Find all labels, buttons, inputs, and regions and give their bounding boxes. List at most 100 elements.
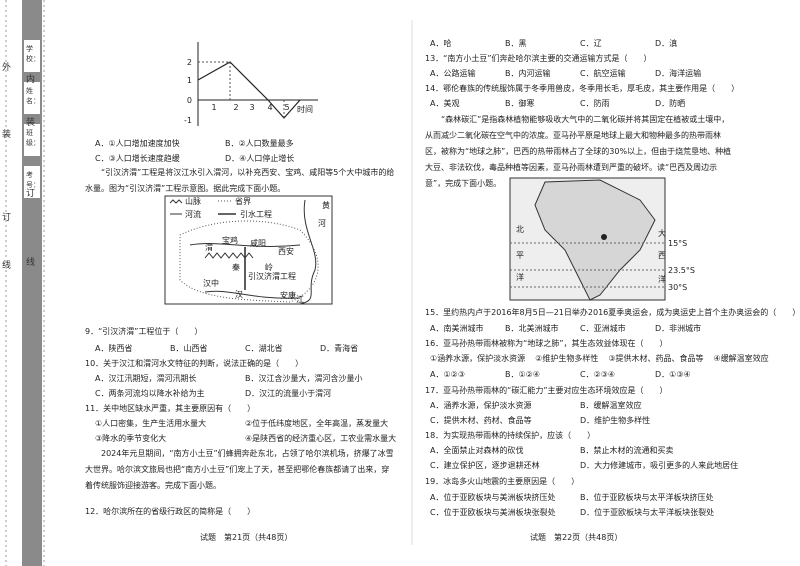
option: C．航空运输: [580, 69, 626, 78]
question: 19．冰岛多火山地震的主要原因是（ ）: [425, 477, 580, 486]
option: B．②人口数量最多: [225, 139, 294, 148]
question: 10．关于汉江和渭河水文特征的判断，说法正确的是（ ）: [85, 359, 304, 368]
option: A．全面禁止对森林的砍伐: [430, 446, 524, 455]
option: D．汉江的流量小于渭河: [245, 389, 332, 398]
binding-mark: 内: [26, 75, 36, 85]
option: D．位于亚欧板块与太平洋板块张裂处: [580, 508, 715, 517]
option: C．位于亚欧板块与美洲板块张裂处: [430, 508, 556, 517]
river: [299, 199, 317, 305]
map-label: 大: [658, 228, 666, 238]
y-tick-label: 1: [187, 76, 192, 85]
map-label: 引汉济渭工程: [248, 271, 296, 281]
binding-mark: 外: [2, 63, 12, 73]
x-tick-label: 5: [284, 103, 289, 112]
option: C．两条河流均以降水补给为主: [95, 389, 205, 398]
question: 13．“南方小土豆”们奔赴哈尔滨主要的交通运输方式是（ ）: [425, 54, 652, 63]
legend-mountain: [169, 199, 183, 204]
option: B．黑: [505, 39, 527, 48]
legend-label: 省界: [235, 196, 251, 206]
item: ③提供木材、药品、食品等: [608, 354, 704, 363]
binding-mark: 订: [26, 189, 36, 199]
question: 16．亚马孙热带雨林被称为“地球之肺”，其生态效益体现在（ ）: [425, 339, 668, 348]
x-tick-label: 4: [267, 103, 272, 112]
question: 17．亚马孙热带雨林的“碳汇能力”主要对应生态环境效应是（ ）: [425, 386, 668, 395]
field-box: [24, 82, 40, 114]
option: C．②③④: [580, 370, 616, 379]
item: ①涵养水源，保护淡水资源: [430, 354, 526, 363]
axis-label: 时间: [297, 104, 313, 114]
passage: “引汉济渭”工程是将汉江水引入渭河，以补充西安、宝鸡、咸阳等5个大中城市的给水量…: [85, 168, 395, 193]
binding-mark: 订: [2, 213, 12, 223]
question: 14．鄂伦春族的传统服饰属于冬季用兽皮，冬季用长毛，厚毛皮，其主要作用是（ ）: [425, 84, 740, 93]
x-tick-label: 3: [249, 103, 254, 112]
option: B．北美洲城市: [505, 324, 559, 333]
question: 9．“引汉济渭”工程位于（ ）: [85, 327, 203, 336]
map-label: 江: [296, 295, 304, 304]
option: A．陕西省: [95, 344, 133, 353]
continent: [534, 179, 656, 301]
option: D．④人口停止增长: [225, 154, 295, 163]
field-box: [24, 124, 40, 156]
legend-label: 山脉: [185, 196, 201, 206]
option: B．①②④: [505, 370, 541, 379]
option: D．非洲城市: [655, 324, 702, 333]
question: 18．为实现热带雨林的持续保护，应该（ ）: [425, 431, 596, 440]
passage: “森林碳汇”是指森林植物能够吸收大气中的二氧化碳并将其固定在植被或土壤中，从而减…: [425, 115, 732, 188]
item: ②维护生物多样性: [535, 354, 599, 363]
map-label: 安康: [280, 290, 296, 300]
province-border: [179, 220, 319, 303]
option: D．大力修建城市，吸引更多的人来此地居住: [580, 461, 739, 470]
map-label: 秦: [232, 262, 240, 272]
item: ②位于低纬度地区，全年高温，蒸发量大: [245, 419, 389, 428]
map-label: 30°S: [668, 283, 687, 292]
map-label: 宝鸡: [222, 235, 238, 245]
option: D．海洋运输: [655, 69, 702, 78]
option: D．防晒: [655, 99, 686, 108]
question: 11．关中地区缺水严重，其主要原因有（ ）: [85, 404, 256, 413]
option: D．青海省: [320, 344, 359, 353]
item: ③降水的季节变化大: [95, 434, 167, 443]
field-label: 考号：: [26, 171, 40, 189]
map-label: 洋: [658, 274, 666, 284]
map-label: 汉: [235, 290, 243, 299]
option: B．位于亚欧板块与太平洋板块挤压处: [580, 493, 714, 502]
option: B．山西省: [170, 344, 208, 353]
map-label: 汉中: [203, 278, 219, 288]
map-label: 23.5°S: [668, 266, 695, 275]
legend-label: 河流: [185, 209, 201, 219]
legend-label: 引水工程: [240, 209, 272, 219]
option: A．汉江汛期短，渭河汛期长: [95, 374, 197, 383]
curve: [197, 61, 301, 119]
option: C．湖北省: [245, 344, 283, 353]
option: B．内河运输: [505, 69, 551, 78]
map-label: 西: [658, 251, 666, 260]
field-label: 姓名：: [26, 87, 40, 105]
field-label: 班级：: [26, 129, 40, 147]
x-tick-label: 2: [233, 103, 238, 112]
y-tick-label: 2: [187, 58, 192, 67]
item-row: ①涵养水源，保护淡水资源 ②维护生物多样性 ③提供木材、药品、食品等 ④缓解温室效应: [430, 351, 769, 366]
option: D．①③④: [655, 370, 691, 379]
map-label: 北: [516, 225, 524, 234]
item: ④是陕西省的经济重心区，工农业需水量大: [245, 434, 397, 443]
option: A．①②③: [430, 370, 465, 379]
question: 12．哈尔滨所在的省级行政区的简称是（ ）: [85, 507, 256, 516]
option: A．南美洲城市: [430, 324, 484, 333]
option: A．位于亚欧板块与美洲板块挤压处: [430, 493, 556, 502]
option: B．御寒: [505, 99, 535, 108]
binding-mark: 装: [26, 118, 36, 128]
line-graph: [197, 42, 318, 126]
field-label: 学校：: [26, 45, 40, 63]
option: C．③人口增长速度趋缓: [95, 154, 180, 163]
map-label: 岭: [265, 262, 273, 272]
option: A．公路运输: [430, 69, 476, 78]
map-label: 咸阳: [250, 238, 266, 248]
map-label: 黄: [322, 200, 330, 210]
item: ④缓解温室效应: [713, 354, 769, 363]
map-label: 洋: [516, 272, 524, 282]
map-hanjiang: [164, 195, 333, 305]
option: C．建立保护区，逐步退耕还林: [430, 461, 540, 470]
map-brazil: [509, 177, 666, 301]
